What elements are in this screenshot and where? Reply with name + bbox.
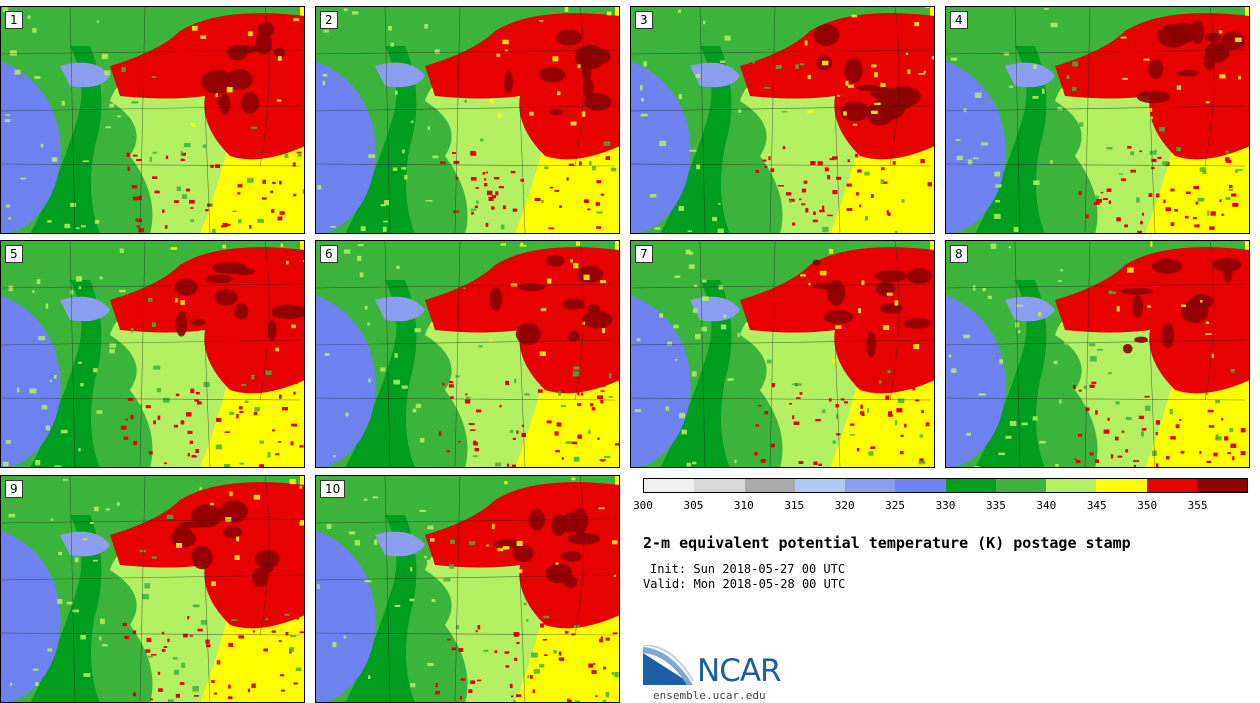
member-panel-3: 3 [630, 6, 935, 234]
theta-e-map [0, 6, 305, 234]
member-panel-4: 4 [945, 6, 1250, 234]
member-panel-2: 2 [315, 6, 620, 234]
member-panel-10: 10 [315, 475, 620, 703]
colorbar-segment [1196, 479, 1247, 492]
member-label: 10 [320, 480, 346, 498]
theta-e-map [630, 240, 935, 468]
ncar-logo-text: NCAR [697, 653, 782, 689]
member-panel-7: 7 [630, 240, 935, 468]
ncar-logo-icon [643, 645, 694, 685]
colorbar [643, 478, 1248, 493]
colorbar-segment [1146, 479, 1197, 492]
colorbar-tick-label: 330 [935, 499, 956, 512]
theta-e-map [945, 6, 1250, 234]
colorbar-tick-label: 355 [1187, 499, 1208, 512]
colorbar-tick-label: 315 [784, 499, 805, 512]
theta-e-map [315, 475, 620, 703]
member-panel-5: 5 [0, 240, 305, 468]
colorbar-tick-label: 335 [985, 499, 1006, 512]
member-label: 9 [5, 480, 23, 498]
colorbar-tick-label: 300 [633, 499, 653, 512]
site-url: ensemble.ucar.edu [653, 689, 766, 702]
colorbar-segment [1046, 479, 1097, 492]
colorbar-tick-label: 310 [733, 499, 754, 512]
colorbar-segment [694, 479, 745, 492]
colorbar-ticks: 300 305 310 315 320 325 330 335 340 345 350 355 [633, 495, 1248, 513]
colorbar-segment [895, 479, 946, 492]
colorbar-segment [1096, 479, 1147, 492]
colorbar-segment [794, 479, 845, 492]
theta-e-map [315, 240, 620, 468]
colorbar-segment [945, 479, 996, 492]
member-label: 1 [5, 11, 23, 29]
member-panel-8: 8 [945, 240, 1250, 468]
colorbar-segment [644, 479, 695, 492]
figure-title: 2-m equivalent potential temperature (K)… [643, 534, 1131, 552]
theta-e-map [315, 6, 620, 234]
colorbar-segment [744, 479, 795, 492]
member-label: 7 [635, 245, 653, 263]
member-panel-1: 1 [0, 6, 305, 234]
theta-e-map [0, 240, 305, 468]
colorbar-tick-label: 345 [1086, 499, 1107, 512]
colorbar-tick-label: 325 [885, 499, 906, 512]
theta-e-map [945, 240, 1250, 468]
member-label: 3 [635, 11, 653, 29]
colorbar-tick-label: 305 [683, 499, 704, 512]
theta-e-map [0, 475, 305, 703]
colorbar-tick-label: 350 [1137, 499, 1158, 512]
member-label: 4 [950, 11, 968, 29]
member-label: 5 [5, 245, 23, 263]
member-label: 2 [320, 11, 338, 29]
member-label: 8 [950, 245, 968, 263]
colorbar-segment [845, 479, 896, 492]
colorbar-tick-label: 340 [1036, 499, 1057, 512]
theta-e-map [630, 6, 935, 234]
init-time: Init: Sun 2018-05-27 00 UTC [650, 562, 846, 576]
valid-time: Valid: Mon 2018-05-28 00 UTC [643, 577, 846, 591]
colorbar-segment [995, 479, 1046, 492]
member-panel-9: 9 [0, 475, 305, 703]
member-label: 6 [320, 245, 338, 263]
colorbar-tick-label: 320 [834, 499, 855, 512]
member-panel-6: 6 [315, 240, 620, 468]
